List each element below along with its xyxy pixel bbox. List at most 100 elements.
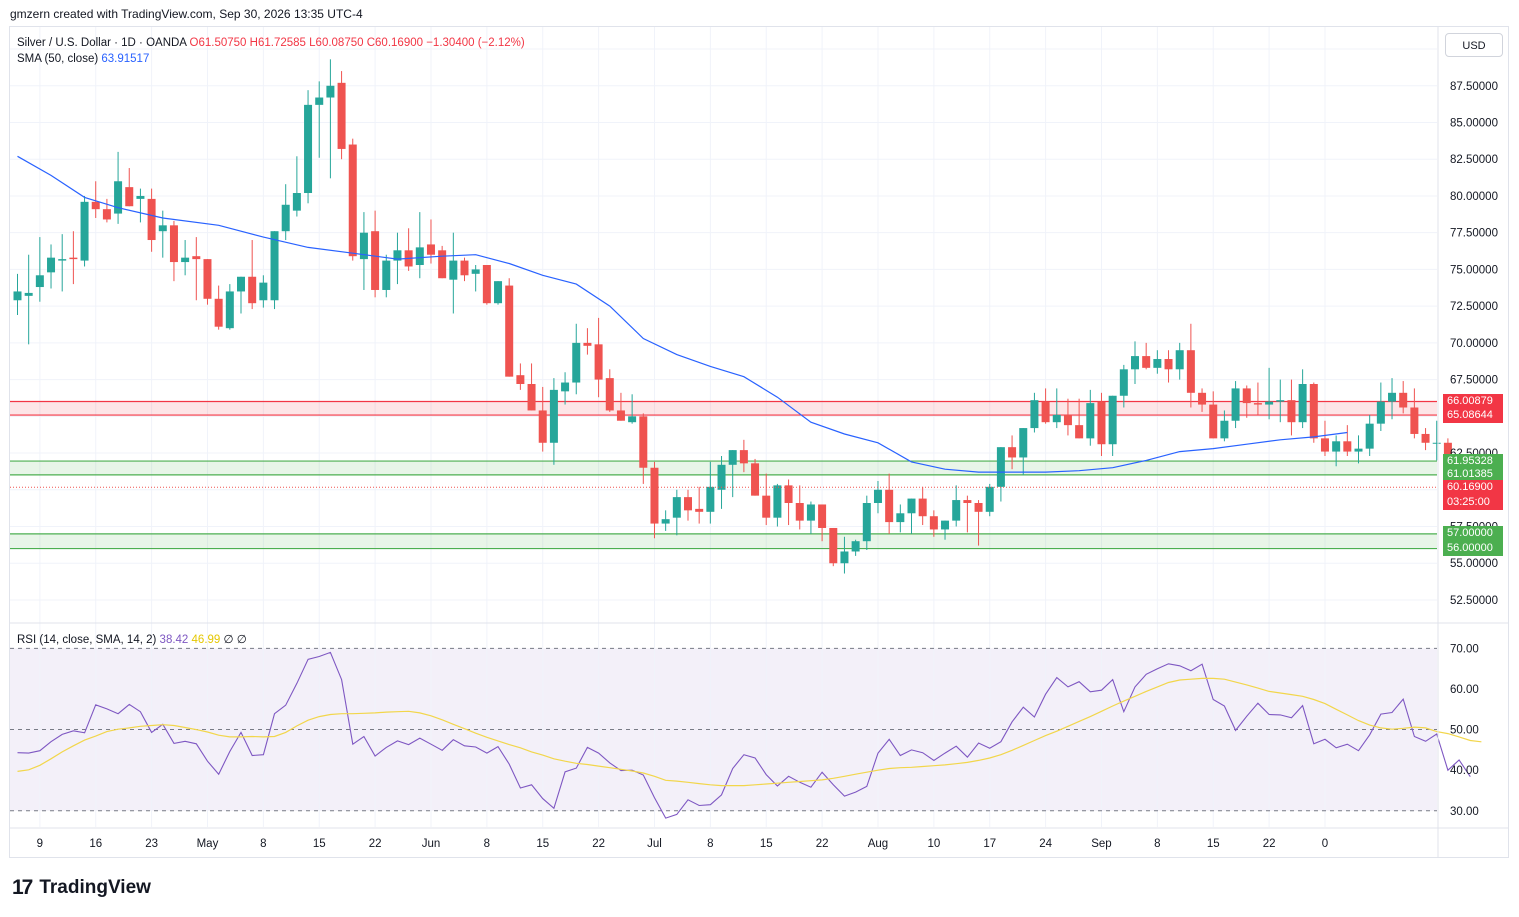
candle-body	[963, 500, 972, 503]
price-tick-label: 82.50000	[1450, 154, 1498, 166]
attribution-header: gmzern created with TradingView.com, Sep…	[10, 7, 363, 21]
candle-body	[304, 104, 313, 194]
candle	[1276, 379, 1285, 423]
candle-body	[102, 209, 111, 220]
candle-body	[371, 231, 380, 290]
candle	[773, 483, 782, 527]
candle-body	[505, 285, 514, 377]
candle	[751, 458, 760, 496]
price-axis[interactable]: 52.5000055.0000057.5000060.0000062.50000…	[1450, 44, 1498, 607]
candle-body	[873, 489, 882, 503]
candle-body	[1399, 392, 1408, 408]
candle-body	[80, 201, 89, 261]
candle	[1041, 388, 1050, 424]
candle-body	[549, 389, 558, 443]
candle-body	[1030, 400, 1039, 429]
candle	[426, 219, 435, 264]
candle-body	[885, 489, 894, 523]
price-tag-resistance-bottom: 65.08644	[1443, 407, 1503, 423]
candle-body	[136, 195, 145, 199]
candle-body	[1220, 420, 1229, 439]
candle	[460, 257, 469, 282]
candle	[471, 265, 480, 292]
candle-body	[672, 497, 681, 518]
tradingview-logo[interactable]: 17 TradingView	[12, 876, 151, 900]
candle	[996, 447, 1005, 502]
candle-body	[851, 541, 860, 552]
candle	[1242, 385, 1251, 418]
candle	[706, 461, 715, 524]
candle	[862, 495, 871, 551]
candle	[1287, 379, 1296, 436]
candle-body	[192, 256, 201, 260]
candle	[538, 386, 547, 452]
symbol-title[interactable]: Silver / U.S. Dollar · 1D · OANDA	[17, 37, 187, 49]
time-tick-label: 8	[1154, 838, 1160, 850]
candle-body	[1354, 448, 1363, 452]
candle-body	[918, 498, 927, 517]
candle	[237, 276, 245, 314]
candle-body	[1186, 350, 1195, 393]
candle-body	[237, 276, 245, 292]
price-tick-label: 75.00000	[1450, 264, 1498, 276]
candle-body	[382, 260, 391, 290]
candle-body	[482, 265, 491, 304]
candle	[248, 240, 257, 310]
time-tick-label: 22	[1263, 838, 1276, 850]
candle	[1019, 428, 1028, 476]
currency-button[interactable]: USD	[1445, 33, 1503, 57]
time-tick-label: 22	[816, 838, 829, 850]
price-tag-last: 60.16900	[1443, 479, 1503, 495]
candle-body	[315, 97, 324, 105]
candle	[1108, 395, 1117, 456]
candle	[404, 228, 413, 271]
candle	[527, 363, 536, 411]
time-tick-label: 17	[983, 838, 996, 850]
candle-body	[337, 82, 346, 149]
candle-body	[1421, 433, 1430, 443]
candle	[605, 369, 614, 412]
time-tick-label: 22	[592, 838, 605, 850]
ohlc-high: H61.72585	[249, 37, 306, 49]
candle-body	[907, 498, 916, 514]
candle-body	[695, 508, 704, 512]
candle-body	[393, 250, 402, 261]
candle	[974, 500, 983, 546]
candle-body	[605, 378, 614, 411]
candle	[952, 485, 961, 527]
sma-label[interactable]: SMA (50, close)	[17, 53, 99, 65]
candle	[47, 244, 56, 289]
rsi-sma-value: 46.99	[191, 634, 221, 646]
candle-body	[1332, 441, 1341, 452]
candle-body	[438, 250, 447, 279]
candle	[572, 323, 581, 395]
candle-body	[214, 298, 223, 327]
rsi-label[interactable]: RSI (14, close, SMA, 14, 2)	[17, 634, 157, 646]
candle	[1399, 381, 1408, 414]
price-change: −1.30400 (−2.12%)	[426, 37, 525, 49]
time-axis[interactable]: 9 16 23 May 8 15 22 Jun 8 15 22 Jul 8 15 22 Aug 10 17 24 Se…	[37, 838, 1329, 850]
candle	[650, 461, 659, 539]
candle-body	[840, 551, 849, 564]
candle	[147, 188, 156, 252]
time-tick-label: Jun	[422, 838, 441, 850]
rsi-axis[interactable]: 30.00 40.00 50.00 60.00 70.00	[1450, 643, 1479, 817]
candle	[181, 240, 190, 276]
candle-body	[1343, 441, 1352, 452]
candle	[739, 439, 748, 473]
candle-body	[1276, 400, 1285, 402]
price-tick-label: 52.50000	[1450, 595, 1498, 607]
candle	[672, 489, 681, 536]
candle-body	[1175, 350, 1184, 370]
candle-body	[1410, 407, 1419, 434]
candle-body	[58, 259, 67, 261]
candle	[35, 237, 44, 302]
candle	[1153, 350, 1162, 374]
candle-body	[281, 204, 290, 232]
time-tick-label: 8	[484, 838, 490, 850]
tradingview-wordmark: TradingView	[39, 877, 151, 898]
candle	[494, 281, 503, 305]
candle-body	[1388, 392, 1397, 402]
ohlc-low: L60.08750	[309, 37, 364, 49]
